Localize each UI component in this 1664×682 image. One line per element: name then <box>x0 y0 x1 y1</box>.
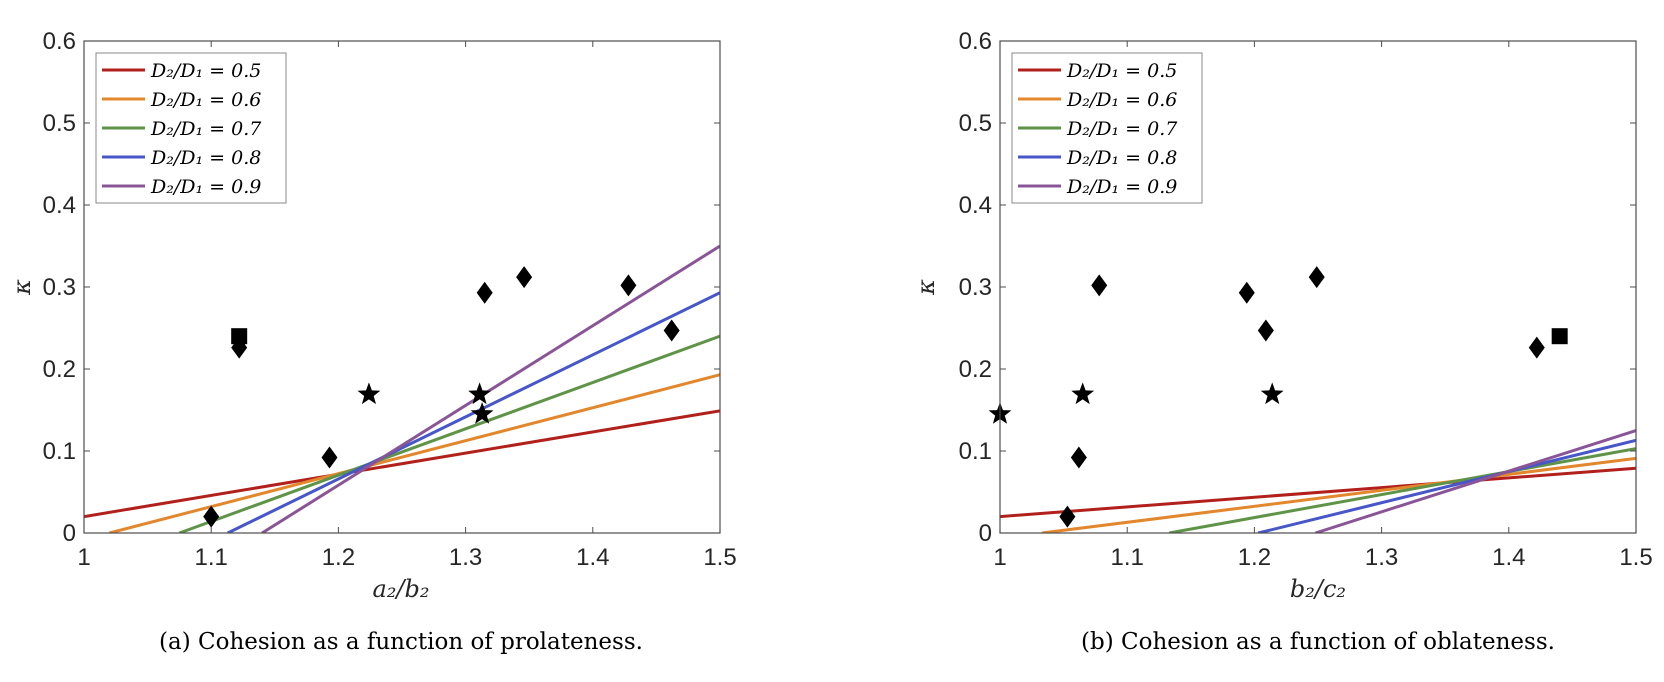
diamond-marker <box>1059 505 1076 528</box>
y-tick-label: 0.5 <box>43 110 76 137</box>
x-tick-label: 1.3 <box>449 544 482 571</box>
x-tick-label: 1 <box>993 544 1006 571</box>
legend-label-2: D₂/D₁ = 0.7 <box>1066 118 1178 140</box>
series-line-4 <box>1314 429 1636 533</box>
diamond-marker <box>663 319 680 342</box>
square-marker <box>231 328 248 345</box>
diamond-marker <box>1308 266 1325 289</box>
x-tick-label: 1.4 <box>576 544 609 571</box>
series-line-0 <box>1000 466 1636 519</box>
y-tick-label: 0.5 <box>959 110 992 137</box>
legend-label-4: D₂/D₁ = 0.9 <box>1066 176 1177 198</box>
diamond-marker <box>1070 446 1087 469</box>
star-marker <box>1260 382 1284 405</box>
y-tick-label: 0 <box>63 520 76 547</box>
legend: D₂/D₁ = 0.5 D₂/D₁ = 0.6 D₂/D₁ = 0.7 D₂/D₁ =… <box>95 52 287 204</box>
legend-label-3: D₂/D₁ = 0.8 <box>150 147 261 169</box>
legend-label-3: D₂/D₁ = 0.8 <box>1066 147 1177 169</box>
y-tick-label: 0.3 <box>43 274 76 301</box>
y-tick-label: 0.1 <box>43 438 76 465</box>
star-marker <box>357 382 381 405</box>
panel-b: (b) Cohesion as a function of oblateness… <box>912 28 1653 655</box>
x-tick-label: 1.4 <box>1492 544 1525 571</box>
x-axis-label-a: a₂/b₂ <box>373 575 430 603</box>
y-tick-label: 0.6 <box>43 28 76 55</box>
diamond-marker <box>1528 336 1545 359</box>
caption-a: (a) Cohesion as a function of prolatenes… <box>159 629 643 655</box>
y-tick-label: 0 <box>979 520 992 547</box>
y-tick-label: 0.4 <box>43 192 76 219</box>
caption-b: (b) Cohesion as a function of oblateness… <box>1081 629 1555 655</box>
star-marker <box>470 402 494 424</box>
diamond-marker <box>1091 274 1108 297</box>
markers-group <box>988 266 1568 528</box>
series-line-1 <box>1041 456 1636 533</box>
legend-label-1: D₂/D₁ = 0.6 <box>1066 89 1177 111</box>
x-tick-label: 1.3 <box>1365 544 1398 571</box>
x-axis-label-b: b₂/c₂ <box>1290 575 1346 603</box>
diamond-marker <box>1257 319 1274 342</box>
series-line-3 <box>227 291 720 533</box>
x-tick-label: 1 <box>77 544 90 571</box>
series-group <box>1000 429 1636 533</box>
legend-label-2: D₂/D₁ = 0.7 <box>150 118 262 140</box>
markers-group <box>203 266 680 528</box>
series-line-3 <box>1257 438 1636 533</box>
square-marker <box>1551 328 1568 345</box>
y-tick-label: 0.3 <box>959 274 992 301</box>
y-tick-label: 0.2 <box>959 356 992 383</box>
diamond-marker <box>321 446 338 469</box>
x-tick-label: 1.2 <box>1238 544 1271 571</box>
legend-label-4: D₂/D₁ = 0.9 <box>150 176 261 198</box>
series-line-4 <box>261 244 720 533</box>
x-tick-label: 1.1 <box>195 544 228 571</box>
star-marker <box>1071 382 1095 405</box>
series-line-0 <box>84 409 720 519</box>
diamond-marker <box>476 281 493 304</box>
legend: D₂/D₁ = 0.5 D₂/D₁ = 0.6 D₂/D₁ = 0.7 D₂/D₁ =… <box>1011 52 1203 204</box>
x-tick-label: 1.5 <box>1619 544 1652 571</box>
diamond-marker <box>203 505 220 528</box>
panel-a: (a) Cohesion as a function of prolatenes… <box>8 28 737 655</box>
series-line-2 <box>178 334 720 533</box>
y-axis-label-a: κ <box>8 279 36 296</box>
diamond-marker <box>516 266 533 289</box>
legend-label-0: D₂/D₁ = 0.5 <box>1066 60 1177 82</box>
y-tick-label: 0.2 <box>43 356 76 383</box>
y-tick-label: 0.4 <box>959 192 992 219</box>
legend-label-1: D₂/D₁ = 0.6 <box>150 89 261 111</box>
y-axis-label-b: κ <box>912 279 940 296</box>
series-line-1 <box>109 373 720 533</box>
diamond-marker <box>1238 281 1255 304</box>
star-marker <box>468 382 491 405</box>
series-line-2 <box>1168 447 1636 533</box>
y-tick-label: 0.1 <box>959 438 992 465</box>
x-tick-label: 1.1 <box>1111 544 1144 571</box>
x-tick-label: 1.2 <box>322 544 355 571</box>
y-tick-label: 0.6 <box>959 28 992 55</box>
x-tick-label: 1.5 <box>703 544 736 571</box>
legend-label-0: D₂/D₁ = 0.5 <box>150 60 261 82</box>
diamond-marker <box>620 274 637 297</box>
